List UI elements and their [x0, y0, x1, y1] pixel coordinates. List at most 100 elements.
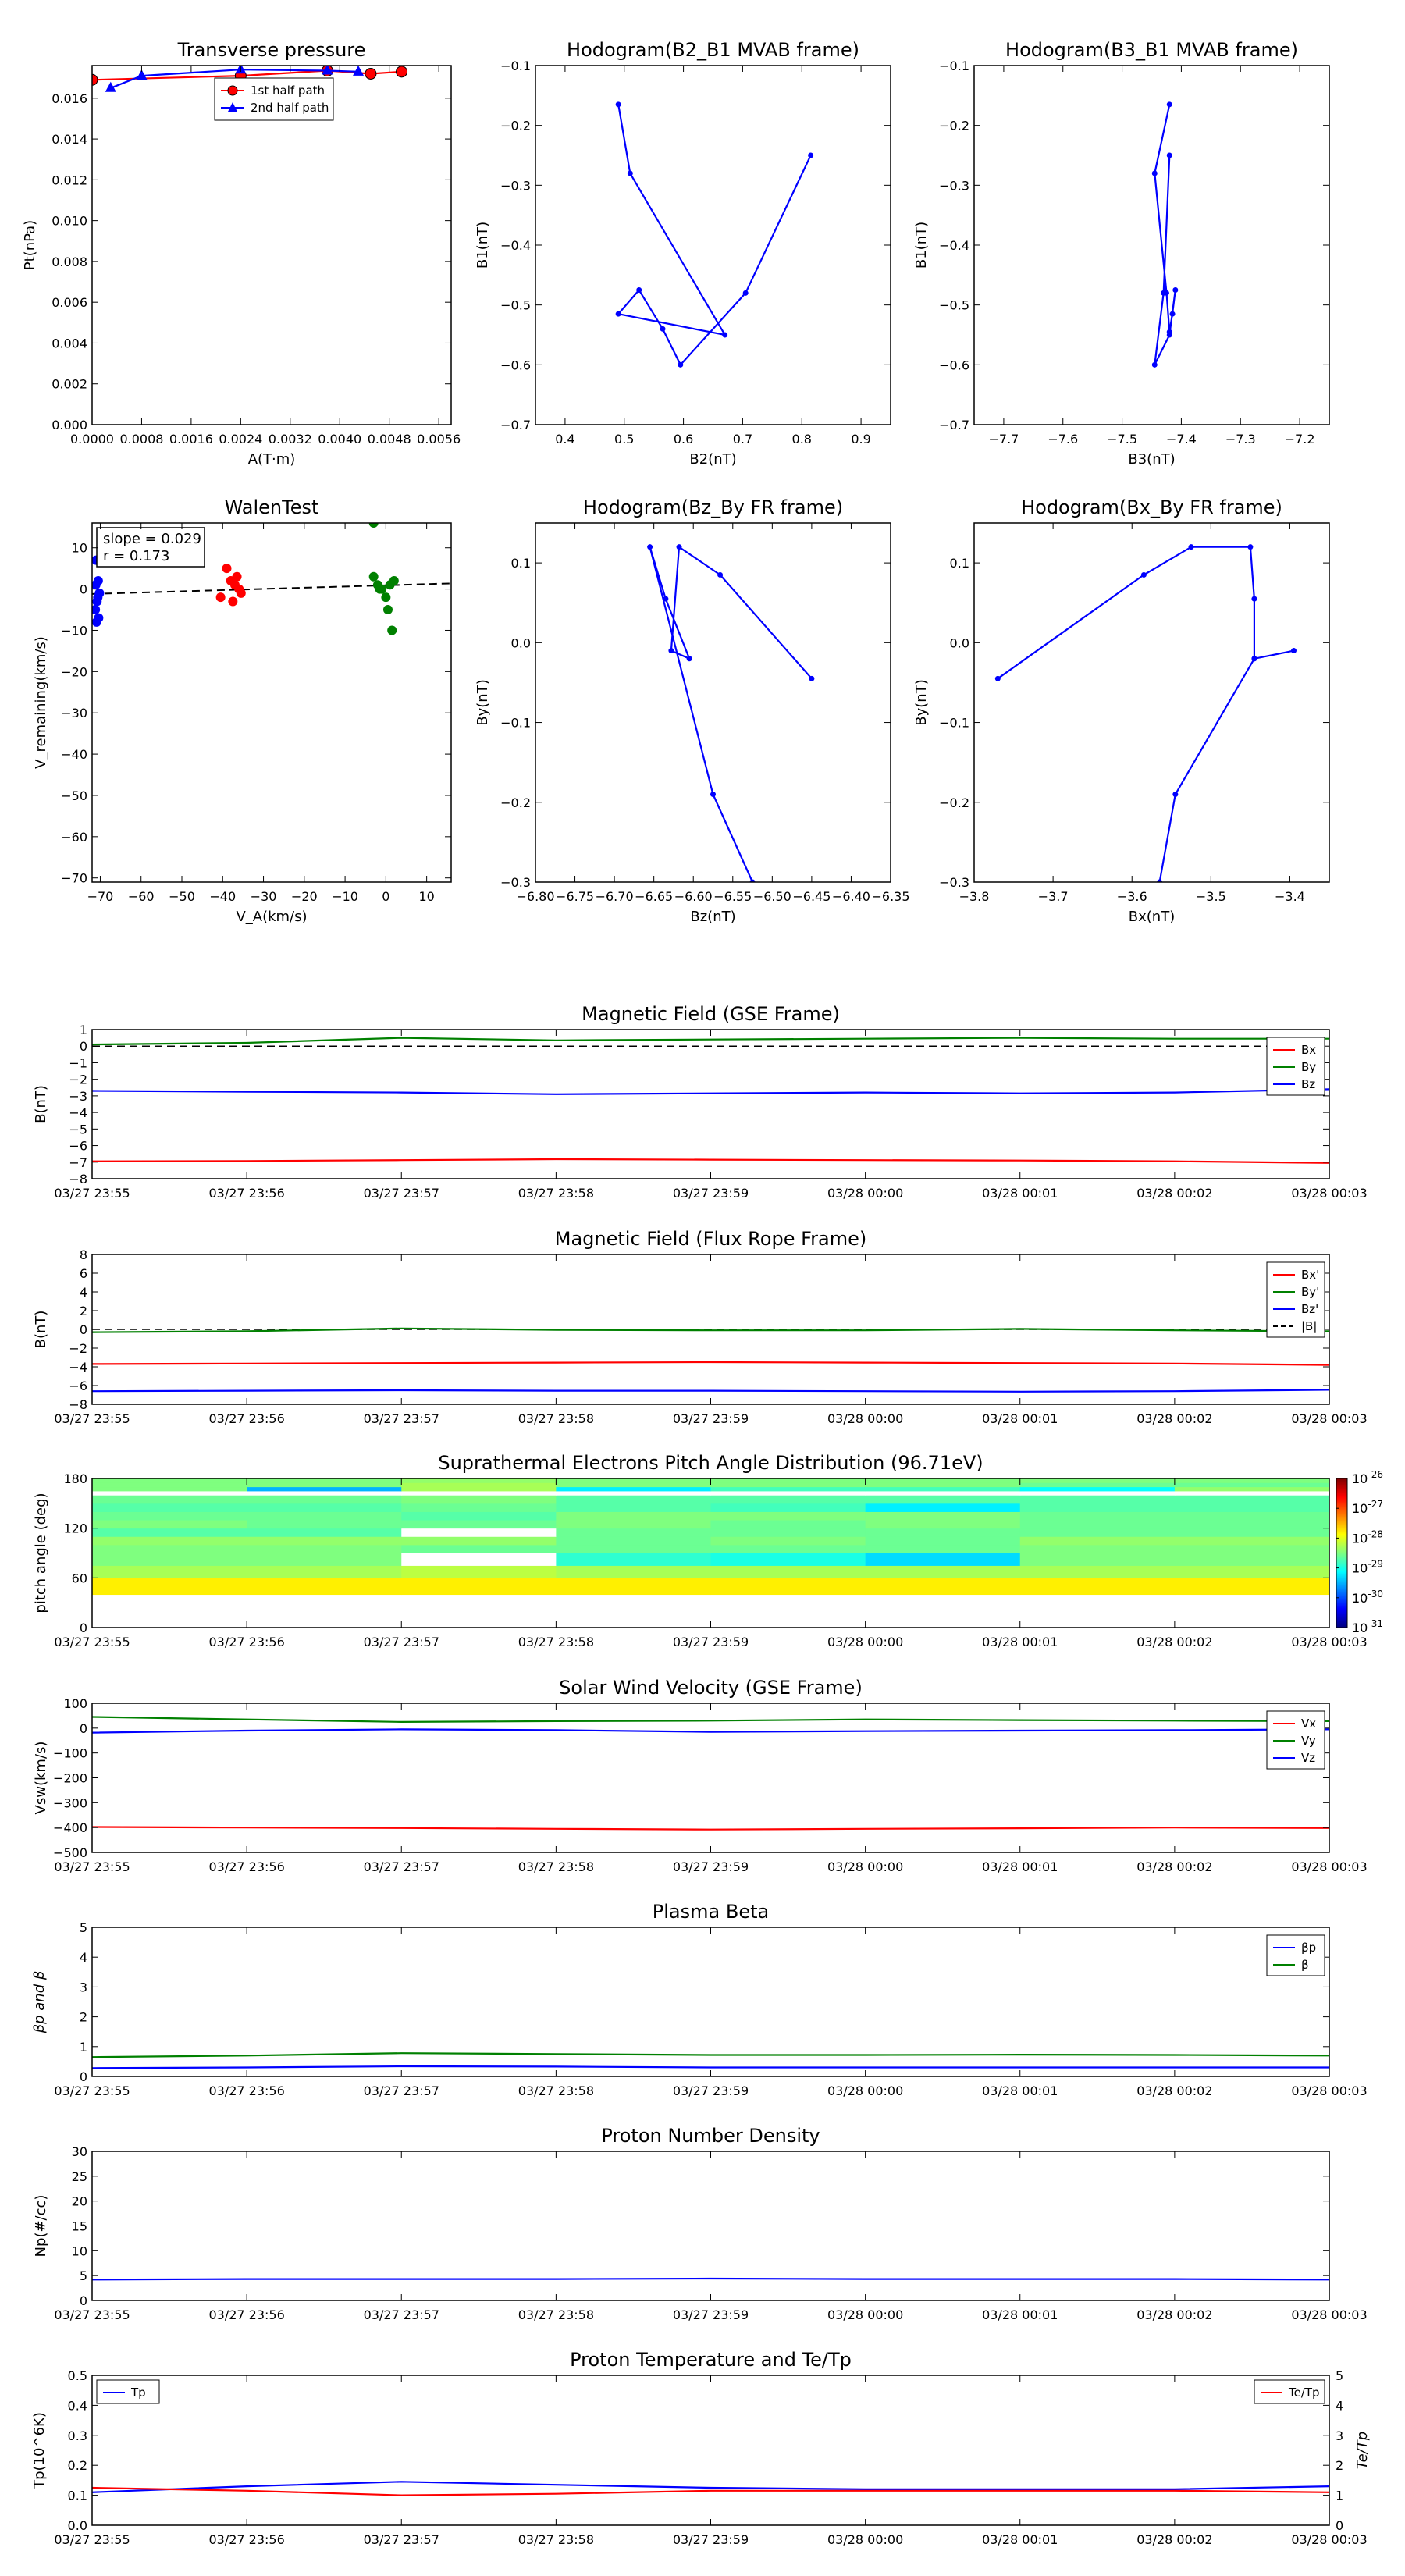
heatmap-cell: [865, 1495, 1021, 1504]
heatmap-cell: [401, 1565, 557, 1578]
x-tick-label: 03/27 23:59: [673, 1635, 749, 1649]
heatmap-cell: [556, 1482, 711, 1488]
heatmap-cell: [1174, 1486, 1330, 1492]
heatmap-cell: [1174, 1482, 1330, 1488]
x-tick-label: −7.2: [1285, 432, 1315, 447]
x-tick-label: −6.70: [596, 889, 634, 904]
heatmap-cell: [1174, 1528, 1330, 1537]
heatmap-cell: [1019, 1490, 1176, 1496]
heatmap-cell: [556, 1495, 711, 1504]
chart-mag-fr: Magnetic Field (Flux Rope Frame) 03/27 23…: [33, 1228, 1368, 1426]
y-tick-label: −0.1: [500, 716, 531, 731]
x-tick-label: 03/27 23:57: [364, 1635, 439, 1649]
y-tick-label: 1: [80, 2040, 87, 2055]
y-tick-label: 0.1: [68, 2489, 87, 2503]
colorbar-label-base: 10: [1352, 1531, 1368, 1546]
y-axis-label: B(nT): [33, 1311, 49, 1349]
y-axis-label: B(nT): [33, 1085, 49, 1123]
x-tick-label: 03/27 23:57: [364, 1859, 439, 1874]
y-axis-label: B1(nT): [913, 222, 930, 269]
y-tick-label: −0.1: [939, 59, 969, 73]
heatmap-cell: [556, 1578, 711, 1596]
data-point: [368, 523, 379, 528]
plot-area: [92, 66, 408, 92]
x-tick-label: 03/28 00:00: [827, 1411, 903, 1426]
heatmap-cell: [865, 1490, 1021, 1496]
legend-box: [96, 2379, 160, 2404]
y-tick-label-right: 4: [1336, 2398, 1343, 2413]
heatmap-cell: [556, 1553, 711, 1566]
chart-title: Magnetic Field (Flux Rope Frame): [555, 1228, 866, 1250]
x-tick-label: −30: [251, 889, 277, 904]
y-tick-label: −0.1: [500, 59, 531, 73]
series-line: [92, 1826, 1329, 1831]
data-point: [710, 792, 716, 798]
heatmap-cell: [1019, 1520, 1176, 1529]
x-tick-label: 0.0032: [269, 432, 312, 447]
chart-hodo-b3-b1: Hodogram(B3_B1 MVAB frame) −7.7 −7.6 −7.5 −7…: [913, 39, 1330, 468]
y-tick-label: −6: [69, 1379, 87, 1393]
legend-label: |B|: [1301, 1319, 1317, 1333]
x-tick-label: −50: [169, 889, 195, 904]
colorbar-label-exponent: -31: [1368, 1618, 1383, 1629]
heatmap-cell: [865, 1544, 1021, 1553]
x-tick-label: 03/27 23:55: [54, 2532, 130, 2547]
plot-area: [92, 1327, 1329, 1393]
x-tick-label: 03/28 00:03: [1291, 2532, 1367, 2547]
series-line: [617, 104, 812, 367]
y-axis-label: V_remaining(km/s): [33, 636, 49, 769]
x-tick-label: 0.5: [614, 432, 634, 447]
data-point: [92, 617, 101, 627]
plot-frame: [535, 65, 891, 425]
x-axis-label: B2(nT): [689, 451, 736, 468]
y-tick-label: 100: [63, 1696, 87, 1711]
colorbar-label-exponent: -29: [1368, 1559, 1383, 1570]
x-axis-label: B3(nT): [1128, 451, 1175, 468]
legend-label: Bz': [1301, 1302, 1318, 1316]
data-point: [93, 592, 103, 603]
y-tick-label: −0.1: [939, 716, 969, 731]
heatmap-cell: [556, 1486, 711, 1492]
chart-beta: Plasma Beta 03/27 23:55 03/27 23:56 03/27 2…: [31, 1901, 1368, 2098]
heatmap-cell: [92, 1486, 247, 1492]
data-point: [215, 592, 226, 603]
heatmap-cell: [247, 1565, 402, 1578]
heatmap-cell: [247, 1544, 402, 1553]
heatmap-cell: [247, 1528, 402, 1537]
x-tick-label: −7.6: [1048, 432, 1078, 447]
chart-title: Plasma Beta: [653, 1901, 769, 1923]
y-tick-label: 10: [72, 541, 87, 556]
heatmap-cell: [92, 1482, 247, 1488]
colorbar-label-base: 10: [1352, 1471, 1368, 1486]
x-tick-label: 03/28 00:00: [827, 2083, 903, 2098]
y-tick-label: 8: [80, 1247, 87, 1262]
heatmap-cell: [710, 1490, 866, 1496]
heatmap-cell: [247, 1536, 402, 1546]
heatmap-cell: [710, 1503, 866, 1512]
y-tick-label: 0: [80, 2293, 87, 2308]
heatmap-cell: [401, 1520, 557, 1529]
heatmap-cell: [865, 1486, 1021, 1492]
data-point: [1188, 544, 1194, 550]
heatmap-cell: [1174, 1511, 1330, 1521]
heatmap-cell: [401, 1544, 557, 1553]
chart-title: Transverse pressure: [177, 39, 366, 61]
x-tick-label: 03/28 00:00: [827, 2532, 903, 2547]
data-point: [615, 311, 621, 317]
x-tick-label: −40: [209, 889, 236, 904]
data-point: [375, 584, 385, 594]
data-point: [387, 625, 397, 635]
heatmap-cell: [247, 1578, 402, 1596]
data-point: [808, 152, 814, 158]
heatmap-cell: [92, 1478, 247, 1483]
y-tick-label: −1: [69, 1055, 87, 1070]
y-tick-label: 0.2: [68, 2458, 87, 2473]
heatmap-cell: [710, 1536, 866, 1546]
y-tick-label-right: 5: [1336, 2368, 1343, 2383]
colorbar-label-exponent: -30: [1368, 1589, 1383, 1599]
x-axis-label: Bx(nT): [1129, 909, 1175, 925]
heatmap-cell: [401, 1528, 557, 1537]
legend-label: β: [1301, 1958, 1309, 1972]
heatmap-cell: [1019, 1482, 1176, 1488]
legend-label: Tp: [130, 2386, 146, 2400]
